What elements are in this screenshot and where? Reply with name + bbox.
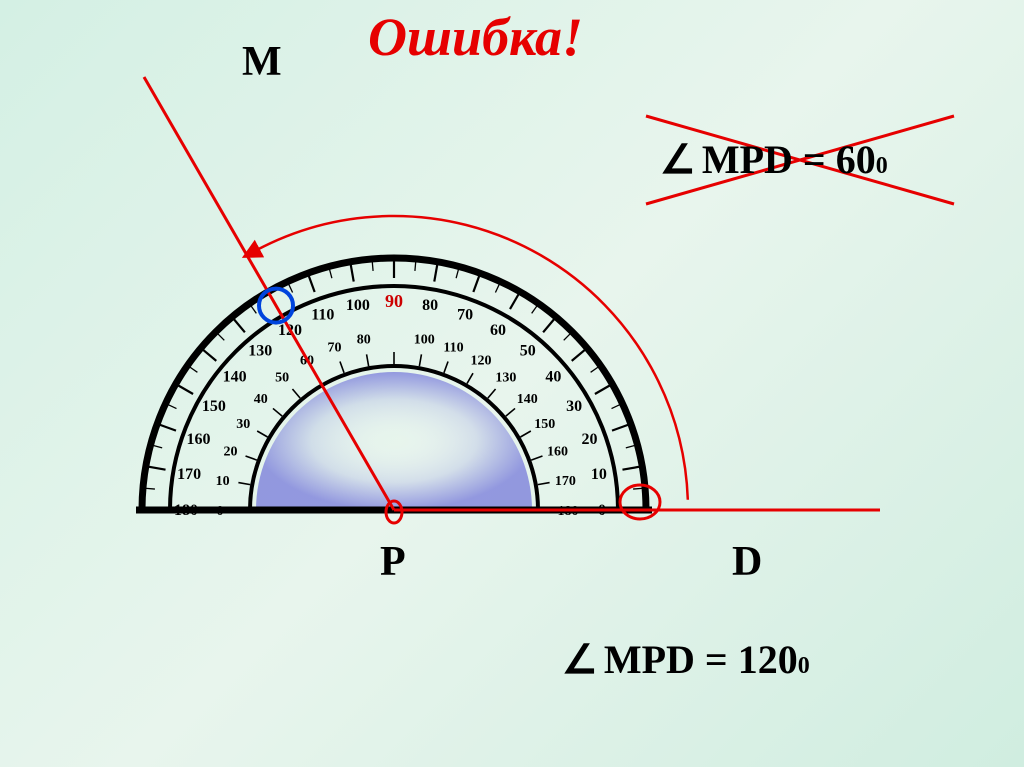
svg-text:150: 150 <box>202 398 226 415</box>
svg-text:20: 20 <box>223 444 237 459</box>
svg-text:160: 160 <box>547 444 568 459</box>
label-P: P <box>380 538 406 586</box>
svg-text:40: 40 <box>254 392 268 407</box>
svg-text:0: 0 <box>217 504 224 519</box>
equation-right: ∠ MPD = 120 0 <box>562 636 810 683</box>
svg-text:180: 180 <box>174 502 198 519</box>
svg-text:30: 30 <box>566 398 582 415</box>
angle-symbol: ∠ <box>660 136 696 183</box>
svg-text:10: 10 <box>216 474 230 489</box>
svg-text:70: 70 <box>327 340 341 355</box>
svg-text:170: 170 <box>555 474 576 489</box>
angle-symbol: ∠ <box>562 636 598 683</box>
svg-text:110: 110 <box>443 340 463 355</box>
svg-text:90: 90 <box>385 291 403 311</box>
svg-text:130: 130 <box>495 371 516 386</box>
equation-wrong-sup: 0 <box>876 153 888 180</box>
svg-text:100: 100 <box>346 297 370 314</box>
diagram-canvas: 1801701601501401301201101008070605040302… <box>0 0 1024 767</box>
svg-text:80: 80 <box>422 297 438 314</box>
svg-text:130: 130 <box>248 343 272 360</box>
svg-text:140: 140 <box>517 392 538 407</box>
svg-text:10: 10 <box>591 466 607 483</box>
svg-text:80: 80 <box>357 333 371 348</box>
equation-right-body: MPD = 120 <box>604 636 798 683</box>
svg-text:50: 50 <box>275 371 289 386</box>
svg-text:110: 110 <box>311 307 334 324</box>
svg-text:160: 160 <box>187 431 211 448</box>
label-M: M <box>242 38 282 86</box>
svg-text:50: 50 <box>520 343 536 360</box>
label-D: D <box>732 538 762 586</box>
equation-right-sup: 0 <box>798 653 810 680</box>
svg-text:120: 120 <box>471 353 492 368</box>
svg-text:40: 40 <box>545 368 561 385</box>
svg-text:140: 140 <box>223 368 247 385</box>
equation-wrong-body: MPD = 60 <box>702 136 876 183</box>
svg-text:30: 30 <box>236 417 250 432</box>
svg-text:70: 70 <box>457 307 473 324</box>
title-error: Ошибка! <box>368 6 583 68</box>
equation-wrong: ∠ MPD = 60 0 <box>660 136 888 183</box>
svg-text:100: 100 <box>414 333 435 348</box>
svg-text:20: 20 <box>581 431 597 448</box>
svg-text:60: 60 <box>490 322 506 339</box>
svg-text:150: 150 <box>534 417 555 432</box>
svg-text:170: 170 <box>177 466 201 483</box>
